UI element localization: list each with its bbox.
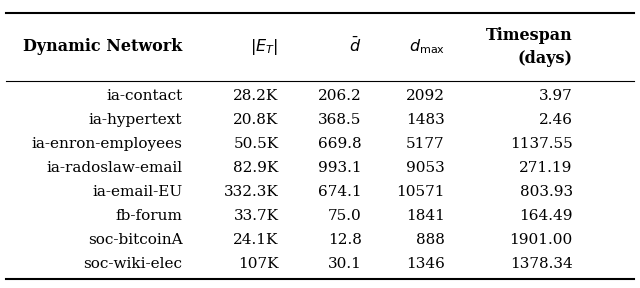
Text: 28.2K: 28.2K	[233, 89, 278, 103]
Text: 993.1: 993.1	[318, 161, 362, 175]
Text: 2092: 2092	[406, 89, 445, 103]
Text: 10571: 10571	[396, 185, 445, 199]
Text: ia-email-EU: ia-email-EU	[92, 185, 182, 199]
Text: ia-hypertext: ia-hypertext	[89, 113, 182, 127]
Text: 1841: 1841	[406, 209, 445, 223]
Text: 674.1: 674.1	[318, 185, 362, 199]
Text: 82.9K: 82.9K	[233, 161, 278, 175]
Text: 669.8: 669.8	[318, 137, 362, 151]
Text: Dynamic Network: Dynamic Network	[23, 38, 182, 55]
Text: 888: 888	[416, 233, 445, 247]
Text: 1137.55: 1137.55	[510, 137, 573, 151]
Text: 107K: 107K	[238, 257, 278, 271]
Text: 30.1: 30.1	[328, 257, 362, 271]
Text: 33.7K: 33.7K	[234, 209, 278, 223]
Text: 50.5K: 50.5K	[233, 137, 278, 151]
Text: 5177: 5177	[406, 137, 445, 151]
Text: $|E_T|$: $|E_T|$	[250, 37, 278, 57]
Text: 9053: 9053	[406, 161, 445, 175]
Text: 20.8K: 20.8K	[233, 113, 278, 127]
Text: 1483: 1483	[406, 113, 445, 127]
Text: Timespan: Timespan	[486, 27, 573, 44]
Text: 164.49: 164.49	[519, 209, 573, 223]
Text: 1346: 1346	[406, 257, 445, 271]
Text: ia-enron-employees: ia-enron-employees	[31, 137, 182, 151]
Text: 368.5: 368.5	[318, 113, 362, 127]
Text: 12.8: 12.8	[328, 233, 362, 247]
Text: $\bar{d}$: $\bar{d}$	[349, 37, 362, 56]
Text: 332.3K: 332.3K	[223, 185, 278, 199]
Text: soc-wiki-elec: soc-wiki-elec	[83, 257, 182, 271]
Text: ia-contact: ia-contact	[106, 89, 182, 103]
Text: 1901.00: 1901.00	[509, 233, 573, 247]
Text: 2.46: 2.46	[539, 113, 573, 127]
Text: 75.0: 75.0	[328, 209, 362, 223]
Text: 1378.34: 1378.34	[510, 257, 573, 271]
Text: 206.2: 206.2	[318, 89, 362, 103]
Text: 24.1K: 24.1K	[233, 233, 278, 247]
Text: $d_{\mathrm{max}}$: $d_{\mathrm{max}}$	[409, 37, 445, 56]
Text: 271.19: 271.19	[520, 161, 573, 175]
Text: 803.93: 803.93	[520, 185, 573, 199]
Text: fb-forum: fb-forum	[116, 209, 182, 223]
Text: ia-radoslaw-email: ia-radoslaw-email	[46, 161, 182, 175]
Text: (days): (days)	[518, 50, 573, 67]
Text: soc-bitcoinA: soc-bitcoinA	[88, 233, 182, 247]
Text: 3.97: 3.97	[539, 89, 573, 103]
